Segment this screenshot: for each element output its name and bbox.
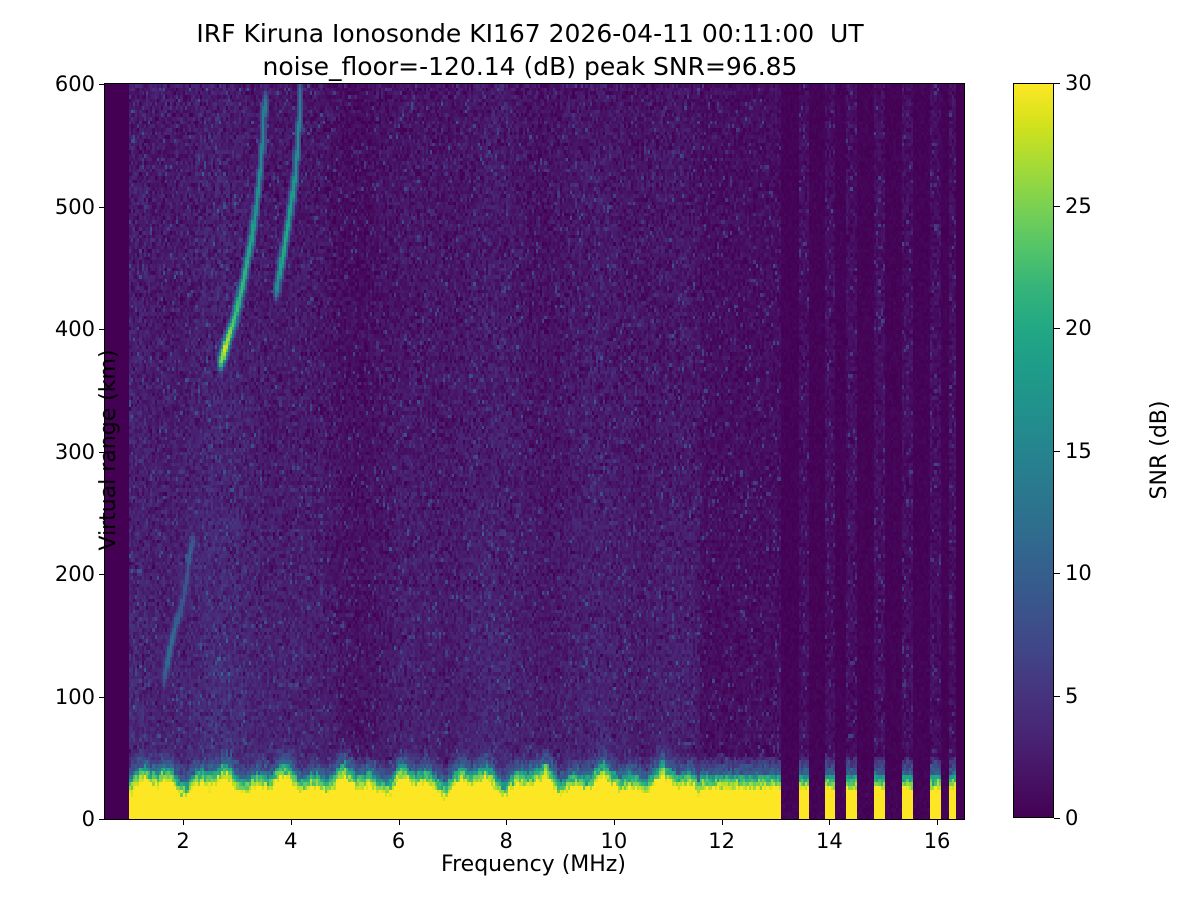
colorbar-tick-label: 15 — [1065, 438, 1092, 463]
x-tick-label: 12 — [708, 829, 736, 853]
x-tick-mark — [721, 819, 723, 825]
y-tick-label: 200 — [54, 562, 95, 586]
y-tick-label: 500 — [54, 194, 95, 219]
y-tick-label: 300 — [54, 439, 95, 464]
colorbar-label: SNR (dB) — [1146, 400, 1172, 500]
figure-title: IRF Kiruna Ionosonde KI167 2026-04-11 00… — [0, 18, 1060, 83]
colorbar-tick-mark — [1054, 695, 1060, 697]
x-tick-label: 4 — [284, 829, 298, 853]
colorbar-tick-mark — [1054, 450, 1060, 452]
colorbar-tick-mark — [1054, 83, 1060, 84]
y-tick-mark — [99, 819, 105, 820]
title-line-2: noise_floor=-120.14 (dB) peak SNR=96.85 — [262, 51, 798, 81]
colorbar[interactable]: 0 5 10 15 20 25 30 — [1013, 71, 1092, 830]
colorbar-tick-mark — [1054, 573, 1060, 574]
colorbar-tick-mark — [1054, 328, 1060, 329]
colorbar-tick-label: 20 — [1065, 316, 1092, 340]
x-tick-label: 14 — [815, 829, 843, 853]
x-tick-label: 16 — [923, 829, 951, 853]
colorbar-tick-label: 25 — [1065, 193, 1092, 218]
x-tick-mark — [290, 819, 292, 825]
y-tick-mark — [99, 329, 105, 330]
ionogram-heatmap[interactable] — [105, 84, 964, 819]
colorbar-tick-mark — [1054, 818, 1060, 819]
y-tick-mark — [99, 206, 105, 208]
x-tick-mark — [398, 819, 400, 825]
colorbar-tick-label: 0 — [1065, 806, 1079, 830]
x-tick-label: 8 — [499, 829, 513, 853]
colorbar-tick-label: 10 — [1065, 561, 1092, 585]
y-tick-mark — [99, 574, 105, 575]
y-axis-label: Virtual range (km) — [96, 349, 122, 551]
colorbar-tick-label: 5 — [1065, 683, 1079, 708]
x-axis-label: Frequency (MHz) — [441, 852, 626, 877]
x-tick-mark — [613, 819, 615, 825]
y-tick-label: 100 — [54, 684, 95, 709]
y-tick-label: 0 — [81, 807, 95, 831]
title-line-1: IRF Kiruna Ionosonde KI167 2026-04-11 00… — [196, 19, 864, 48]
x-tick-label: 6 — [391, 829, 406, 853]
plot-axes[interactable]: 0 100 200 300 400 500 600 2 4 6 8 10 12 14 16 — [55, 72, 965, 853]
x-tick-mark — [829, 819, 831, 825]
colorbar-gradient — [1013, 83, 1054, 818]
colorbar-tick-mark — [1054, 205, 1060, 207]
colorbar-tick-label: 30 — [1065, 71, 1092, 95]
x-tick-label: 10 — [600, 829, 628, 853]
x-tick-mark — [506, 819, 508, 825]
x-tick-label: 2 — [176, 829, 190, 853]
y-tick-label: 400 — [54, 317, 95, 341]
x-tick-mark — [937, 819, 939, 825]
y-tick-mark — [99, 451, 105, 453]
y-tick-label: 600 — [54, 72, 95, 96]
y-tick-mark — [99, 84, 105, 85]
x-tick-mark — [183, 819, 185, 825]
y-tick-mark — [99, 696, 105, 698]
